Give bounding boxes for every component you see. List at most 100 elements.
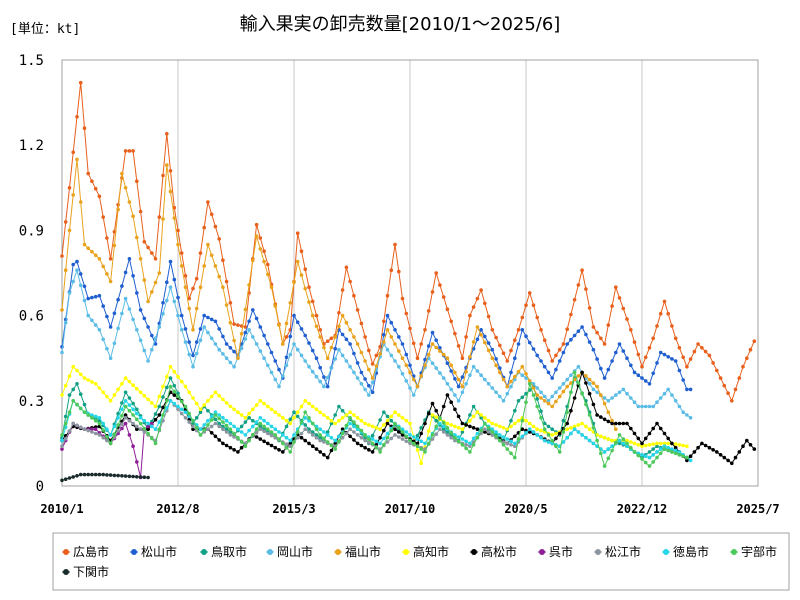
data-point — [292, 313, 296, 318]
data-point — [325, 339, 330, 344]
data-point — [393, 433, 397, 437]
data-point — [688, 416, 693, 420]
data-point — [314, 324, 319, 329]
data-point — [247, 283, 251, 287]
data-point — [355, 376, 360, 380]
data-point — [176, 404, 180, 409]
data-point — [355, 427, 360, 432]
data-point — [636, 436, 641, 441]
data-point — [546, 433, 551, 437]
legend-item: 下関市 — [62, 564, 109, 579]
legend-label: 高知市 — [413, 544, 449, 559]
data-point — [236, 435, 240, 440]
data-point — [509, 424, 513, 429]
data-point — [221, 441, 225, 446]
data-point — [389, 335, 394, 339]
data-point — [303, 438, 308, 443]
data-point — [658, 311, 663, 316]
data-point — [228, 445, 233, 450]
data-point — [146, 299, 150, 304]
data-point — [505, 441, 510, 446]
data-point — [666, 436, 670, 441]
data-point — [460, 437, 465, 441]
data-point — [269, 443, 274, 448]
data-point — [554, 444, 558, 449]
data-point — [206, 399, 210, 403]
data-point — [561, 382, 566, 386]
data-point — [105, 272, 109, 276]
data-point — [636, 373, 641, 378]
data-point — [614, 427, 618, 432]
data-point — [460, 375, 465, 379]
data-point — [258, 421, 263, 426]
data-point — [505, 437, 510, 441]
data-point — [172, 389, 177, 394]
data-point — [202, 264, 206, 268]
data-point — [591, 347, 596, 352]
data-point — [165, 280, 169, 285]
data-point — [629, 328, 633, 332]
data-point — [602, 342, 607, 346]
data-point — [325, 356, 330, 361]
data-point — [146, 431, 150, 436]
data-point — [262, 333, 266, 338]
data-point — [161, 301, 165, 305]
data-point — [400, 342, 405, 346]
data-point — [527, 291, 532, 295]
data-point — [516, 399, 521, 403]
data-point — [408, 438, 412, 443]
data-point — [82, 410, 87, 415]
data-point — [655, 455, 659, 460]
data-point — [284, 442, 289, 446]
data-point — [78, 472, 83, 477]
data-point — [389, 320, 394, 325]
data-point — [284, 445, 289, 450]
data-point — [277, 367, 281, 372]
data-point — [370, 437, 375, 441]
data-point — [217, 347, 221, 352]
data-point — [153, 257, 158, 261]
legend-marker — [403, 549, 409, 555]
data-point — [228, 433, 233, 437]
data-point — [490, 427, 495, 432]
data-point — [123, 390, 128, 395]
data-point — [123, 399, 128, 403]
data-point — [670, 450, 674, 454]
data-point — [681, 454, 685, 459]
data-point — [614, 285, 618, 290]
data-point — [662, 444, 667, 449]
data-point — [127, 433, 132, 437]
data-point — [232, 364, 236, 369]
data-point — [527, 382, 532, 386]
data-point — [411, 435, 416, 439]
legend — [52, 532, 790, 591]
data-point — [318, 379, 323, 384]
data-point — [610, 396, 614, 400]
data-point — [138, 209, 143, 214]
legend-label: 松山市 — [141, 544, 177, 559]
data-point — [82, 402, 87, 407]
data-point — [232, 322, 236, 326]
data-point — [232, 407, 236, 412]
data-point — [344, 320, 349, 325]
data-point — [281, 374, 285, 378]
data-point — [569, 337, 573, 342]
data-point — [561, 440, 566, 444]
data-point — [408, 441, 412, 446]
data-point — [78, 372, 83, 377]
data-point — [673, 448, 678, 453]
data-point — [135, 424, 139, 429]
data-point — [520, 364, 525, 369]
data-point — [82, 242, 87, 247]
data-point — [307, 441, 311, 446]
data-point — [217, 327, 221, 331]
data-point — [179, 379, 184, 384]
legend-item: 高松市 — [470, 544, 517, 559]
data-point — [93, 431, 98, 436]
data-point — [513, 374, 517, 379]
data-point — [337, 404, 341, 409]
data-point — [168, 169, 173, 173]
data-point — [303, 410, 308, 415]
data-point — [337, 311, 341, 315]
data-point — [221, 352, 225, 356]
